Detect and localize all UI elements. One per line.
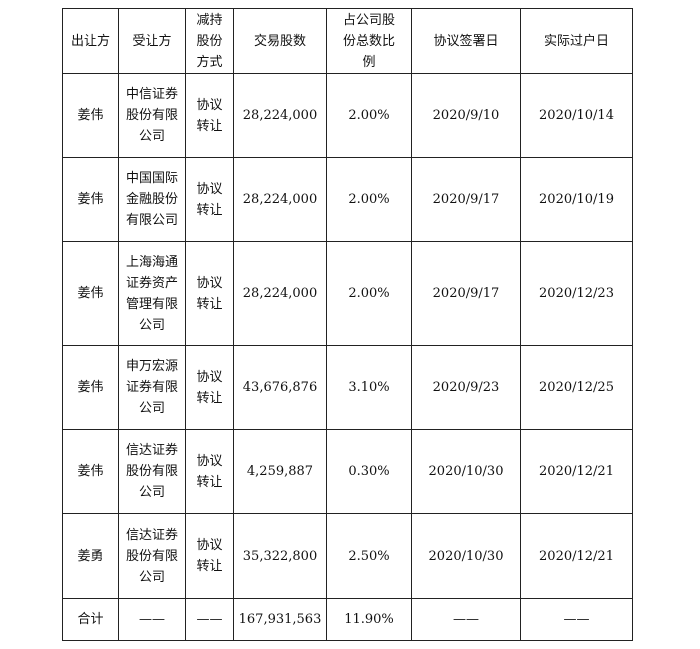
table-cell: 协议转让 xyxy=(185,73,234,158)
table-cell: 2020/12/21 xyxy=(520,513,633,599)
table-row: 姜伟 中信证券股份有限公司 协议转让 28,224,000 2.00% 2020/9/10… xyxy=(62,73,633,158)
table-cell: 姜伟 xyxy=(62,345,119,430)
table-cell: 2020/10/14 xyxy=(520,73,633,158)
table-cell: 姜伟 xyxy=(62,157,119,242)
table-cell: 2.00% xyxy=(326,157,412,242)
transfer-table: 出让方 受让方 减持股份方式 交易股数 占公司股份总数比例 协议签署日 实际过户日 姜伟 中信证… xyxy=(62,8,633,641)
table-cell: 协议转让 xyxy=(185,157,234,242)
table-cell: 实际过户日 xyxy=(520,8,633,74)
table-cell: 2020/10/30 xyxy=(411,513,521,599)
table-row: 姜伟 信达证券股份有限公司 协议转让 4,259,887 0.30% 2020/10/30… xyxy=(62,429,633,514)
table-cell: 2.00% xyxy=(326,241,412,346)
table-row: 姜勇 信达证券股份有限公司 协议转让 35,322,800 2.50% 2020/10/3… xyxy=(62,513,633,599)
table-cell: 2020/10/30 xyxy=(411,429,521,514)
table-row: 姜伟 上海海通证券资产管理有限公司 协议转让 28,224,000 2.00% 2020/… xyxy=(62,241,633,346)
table-cell: 信达证券股份有限公司 xyxy=(118,429,186,514)
table-cell: 姜伟 xyxy=(62,429,119,514)
table-cell: 2020/9/17 xyxy=(411,157,521,242)
table-cell: 167,931,563 xyxy=(233,598,327,641)
table-cell: 中信证券股份有限公司 xyxy=(118,73,186,158)
table-cell: 2020/9/17 xyxy=(411,241,521,346)
table-cell: 减持股份方式 xyxy=(185,8,234,74)
table-cell: 4,259,887 xyxy=(233,429,327,514)
table-cell: 28,224,000 xyxy=(233,241,327,346)
table-row: 姜伟 申万宏源证券有限公司 协议转让 43,676,876 3.10% 2020/9/23… xyxy=(62,345,633,430)
table-cell: 2020/12/25 xyxy=(520,345,633,430)
table-row: 姜伟 中国国际金融股份有限公司 协议转让 28,224,000 2.00% 2020/9/… xyxy=(62,157,633,242)
table-cell: 协议转让 xyxy=(185,429,234,514)
table-cell: —— xyxy=(118,598,186,641)
table-cell: 中国国际金融股份有限公司 xyxy=(118,157,186,242)
table-cell: 出让方 xyxy=(62,8,119,74)
table-cell: 姜勇 xyxy=(62,513,119,599)
table-cell: 姜伟 xyxy=(62,241,119,346)
table-cell: 协议转让 xyxy=(185,241,234,346)
table-cell: 协议转让 xyxy=(185,345,234,430)
table-cell: 2020/9/23 xyxy=(411,345,521,430)
table-cell: 合计 xyxy=(62,598,119,641)
header-row: 出让方 受让方 减持股份方式 交易股数 占公司股份总数比例 协议签署日 实际过户日 xyxy=(62,8,633,74)
table-cell: 28,224,000 xyxy=(233,157,327,242)
table-cell: 占公司股份总数比例 xyxy=(326,8,412,74)
table-cell: —— xyxy=(185,598,234,641)
table-cell: 交易股数 xyxy=(233,8,327,74)
table-cell: —— xyxy=(411,598,521,641)
table-cell: 2.00% xyxy=(326,73,412,158)
table-row: 合计 —— —— 167,931,563 11.90% —— —— xyxy=(62,598,633,641)
table-cell: 2020/10/19 xyxy=(520,157,633,242)
table-cell: 11.90% xyxy=(326,598,412,641)
table-cell: 协议签署日 xyxy=(411,8,521,74)
table-cell: 2020/12/23 xyxy=(520,241,633,346)
table-cell: 0.30% xyxy=(326,429,412,514)
table-cell: 信达证券股份有限公司 xyxy=(118,513,186,599)
table-cell: 43,676,876 xyxy=(233,345,327,430)
table-cell: 2020/12/21 xyxy=(520,429,633,514)
table-cell: 35,322,800 xyxy=(233,513,327,599)
table-cell: 申万宏源证券有限公司 xyxy=(118,345,186,430)
table-cell: —— xyxy=(520,598,633,641)
table-cell: 28,224,000 xyxy=(233,73,327,158)
table-cell: 姜伟 xyxy=(62,73,119,158)
table-cell: 3.10% xyxy=(326,345,412,430)
table-cell: 受让方 xyxy=(118,8,186,74)
table-cell: 上海海通证券资产管理有限公司 xyxy=(118,241,186,346)
table-cell: 协议转让 xyxy=(185,513,234,599)
table-cell: 2.50% xyxy=(326,513,412,599)
table-cell: 2020/9/10 xyxy=(411,73,521,158)
